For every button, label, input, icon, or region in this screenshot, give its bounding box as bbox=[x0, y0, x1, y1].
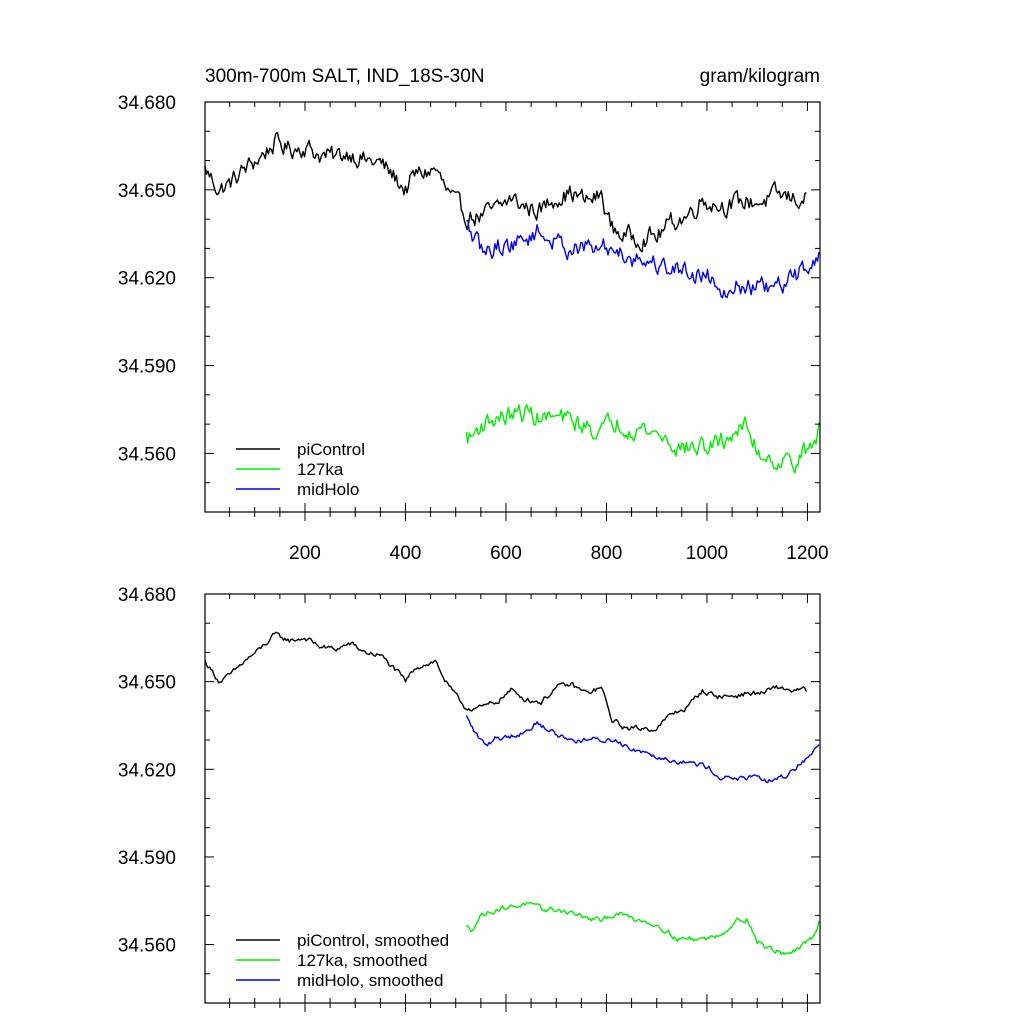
x-tick-label: 200 bbox=[289, 543, 321, 564]
series-line-midholo bbox=[465, 219, 820, 299]
legend-label: midHolo bbox=[297, 480, 359, 499]
series-line-127ka bbox=[465, 404, 820, 474]
legend-label: piControl bbox=[297, 440, 365, 459]
y-tick-label: 34.680 bbox=[118, 93, 176, 114]
legend-label: 127ka, smoothed bbox=[297, 951, 427, 970]
y-tick-label: 34.560 bbox=[118, 444, 176, 465]
y-tick-label: 34.650 bbox=[118, 673, 176, 694]
x-tick-label: 600 bbox=[490, 543, 522, 564]
x-tick-label: 1200 bbox=[786, 543, 828, 564]
series-line-127ka-smoothed bbox=[466, 901, 820, 956]
y-tick-label: 34.620 bbox=[118, 269, 176, 290]
figure-title-right: gram/kilogram bbox=[700, 66, 820, 87]
legend-label: midHolo, smoothed bbox=[297, 971, 443, 990]
figure-title-left: 300m-700m SALT, IND_18S-30N bbox=[205, 66, 485, 87]
series-line-midholo-smoothed bbox=[465, 715, 820, 784]
series-line-picontrol-smoothed bbox=[204, 631, 808, 733]
bottom-panel: 34.560 34.590 34.620 34.650 34.680 piControl,… bbox=[118, 585, 821, 1012]
x-tick-label: 1000 bbox=[686, 543, 728, 564]
y-tick-label: 34.650 bbox=[118, 181, 176, 202]
y-tick-label: 34.590 bbox=[118, 357, 176, 378]
legend-label: 127ka bbox=[297, 460, 344, 479]
y-tick-label: 34.560 bbox=[118, 936, 176, 957]
x-tick-label: 400 bbox=[390, 543, 422, 564]
legend-label: piControl, smoothed bbox=[297, 931, 449, 950]
y-tick-label: 34.590 bbox=[118, 848, 176, 869]
y-tick-label: 34.620 bbox=[118, 760, 176, 781]
y-tick-label: 34.680 bbox=[118, 585, 176, 606]
x-tick-label: 800 bbox=[591, 543, 623, 564]
top-panel: 34.560 34.590 34.620 34.650 34.680 200 400 600 8… bbox=[118, 93, 829, 564]
series-line-picontrol bbox=[204, 131, 807, 253]
